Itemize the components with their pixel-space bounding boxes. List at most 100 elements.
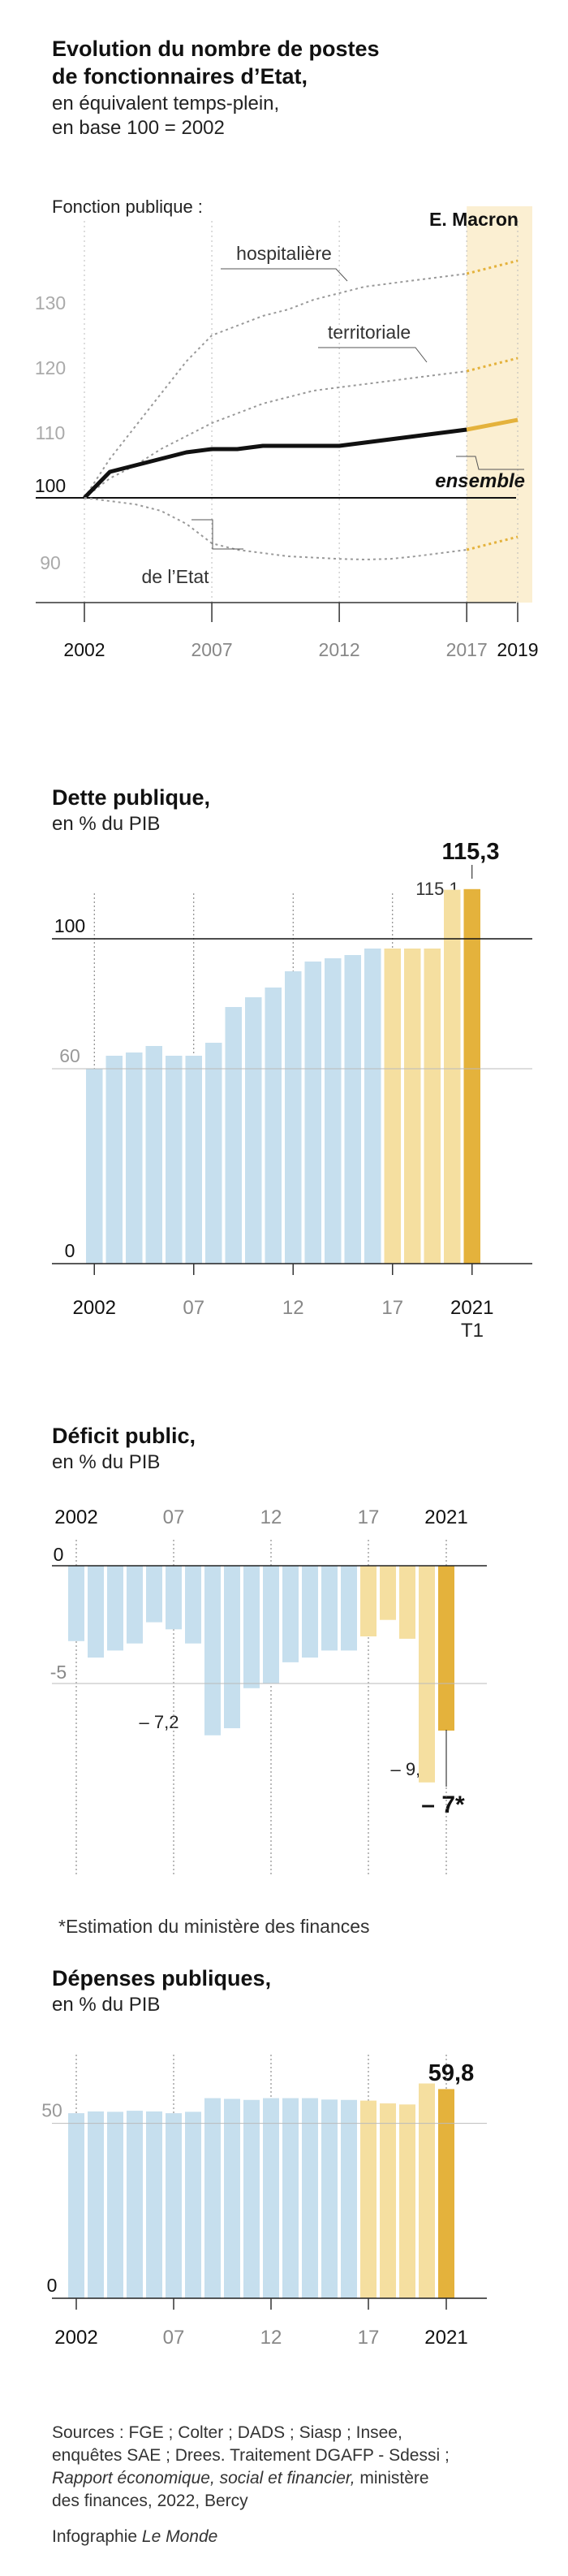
bar-2013 [282,1566,299,1662]
bar-2012 [263,2098,279,2298]
label-leader-line-1 [318,347,428,363]
xtick-label: 2002 [73,1297,116,1319]
bar-2002 [68,2113,84,2298]
bar-2014 [325,958,342,1264]
xtick-label: 2002 [54,1506,97,1528]
xtick-label: 07 [183,1297,204,1319]
bar-2010 [224,1566,240,1729]
fonctionnaires-line-chart: E. Macron hospitalière territoriale ense… [35,206,539,660]
fonctionnaires-subtitle-line2: en base 100 = 2002 [52,117,225,139]
bar-2021 [438,1566,454,1731]
deficit-label-2021: – 7* [421,1792,465,1818]
sources-line2: enquêtes SAE ; Drees. Traitement DGAFP -… [52,2446,450,2465]
sources-line3-rest: ministère [355,2469,429,2487]
bar-2012 [263,1566,279,1683]
series-line-0 [84,273,467,499]
sources-line1: Sources : FGE ; Colter ; DADS ; Siasp ; … [52,2423,402,2442]
bar-2010 [245,997,262,1264]
xtick-label: 2019 [497,639,538,660]
bar-2015 [321,1566,338,1651]
bar-2005 [127,2111,143,2298]
bar-2020 [419,1566,435,1783]
label-hospitaliere: hospitalière [236,243,332,264]
bar-2011 [265,988,282,1264]
bar-2007 [166,2113,182,2298]
xtick-label: 17 [358,1506,380,1528]
xtick-label: 12 [260,2327,282,2349]
bar-2021 [438,2089,454,2298]
bar-2011 [243,1566,260,1688]
series-line-1 [84,370,467,499]
xtick-label: 07 [163,2327,185,2349]
bar-2004 [107,2111,123,2298]
bar-2010 [224,2098,240,2298]
ytick-label: 110 [36,422,66,443]
ytick-label: 0 [47,2275,58,2296]
bar-2003 [88,2111,104,2298]
bar-2016 [341,2099,357,2298]
credit-line: Infographie Le Monde [52,2526,531,2548]
bar-2020 [419,2083,435,2298]
xtick-label: 17 [358,2327,380,2349]
ytick-label: 130 [35,292,66,313]
bar-2005 [127,1566,143,1644]
credit-publication: Le Monde [141,2527,218,2546]
deficit-title: Déficit public, [52,1424,196,1448]
sources-line4: des finances, 2022, Bercy [52,2492,248,2510]
bar-2006 [146,1566,162,1623]
bar-2016 [364,949,381,1264]
fonctionnaires-title-line2: de fonctionnaires d’Etat, [52,64,308,89]
bar-2019 [399,1566,415,1639]
deficit-label-2009: – 7,2 [140,1712,179,1732]
xtick-label: 2017 [446,639,488,660]
bar-2006 [146,2111,162,2298]
bar-2014 [302,2098,318,2298]
bar-2004 [126,1052,143,1264]
bar-2007 [166,1566,182,1630]
label-etat: de l’Etat [141,566,209,587]
depenses-panel: Dépenses publiques, en % du PIB 59,8 0 50… [0,1957,568,2412]
bar-2017 [384,949,401,1264]
deficit-panel: Déficit public, en % du PIB – 7,2 – 9,2 … [0,1381,568,1957]
fonction-publique-label: Fonction publique : [52,197,203,217]
dette-panel: Dette publique, en % du PIB 115,3 115,1 … [0,763,568,1381]
fonctionnaires-panel: Evolution du nombre de postes de fonctio… [0,0,568,715]
bar-2021 T1 [463,888,480,1264]
sources-block: Sources : FGE ; Colter ; DADS ; Siasp ; … [52,2422,531,2548]
xtick-label: 07 [163,1506,185,1528]
bar-2008 [185,1566,201,1644]
bar-2015 [321,2099,338,2298]
depenses-subtitle: en % du PIB [52,1994,161,2016]
bar-2007 [185,1056,202,1264]
xtick-label: 17 [381,1297,403,1319]
bar-2019 [399,2104,415,2298]
bar-2002 [86,1069,103,1264]
label-leader-line-3 [191,519,243,550]
label-territoriale: territoriale [328,322,411,343]
bar-2013 [304,962,321,1264]
bar-2013 [282,2098,299,2298]
bar-2017 [360,1566,377,1636]
bar-2012 [285,971,302,1264]
bar-2020 [444,889,461,1264]
xtick-label: 12 [260,1506,282,1528]
series-line-2 [83,427,467,499]
deficit-subtitle: en % du PIB [52,1451,161,1473]
bar-2003 [105,1056,123,1264]
series-line-3 [84,497,467,560]
xtick-label: 2021 [424,2327,467,2349]
macron-period-label: E. Macron [429,209,519,230]
bar-2009 [204,1566,221,1735]
xtick-label: 2021 [450,1297,493,1319]
bar-2009 [204,2098,221,2298]
ytick-label: 60 [59,1045,80,1066]
sources-report-title: Rapport économique, social et financier, [52,2469,355,2487]
bar-2002 [68,1566,84,1641]
bar-2011 [243,2099,260,2298]
dette-title: Dette publique, [52,785,210,810]
bar-2019 [424,949,441,1264]
ytick-label: 50 [41,2100,62,2121]
bar-2004 [107,1566,123,1651]
xtick-label: 2007 [191,639,232,660]
xtick-label: 2012 [319,639,360,660]
